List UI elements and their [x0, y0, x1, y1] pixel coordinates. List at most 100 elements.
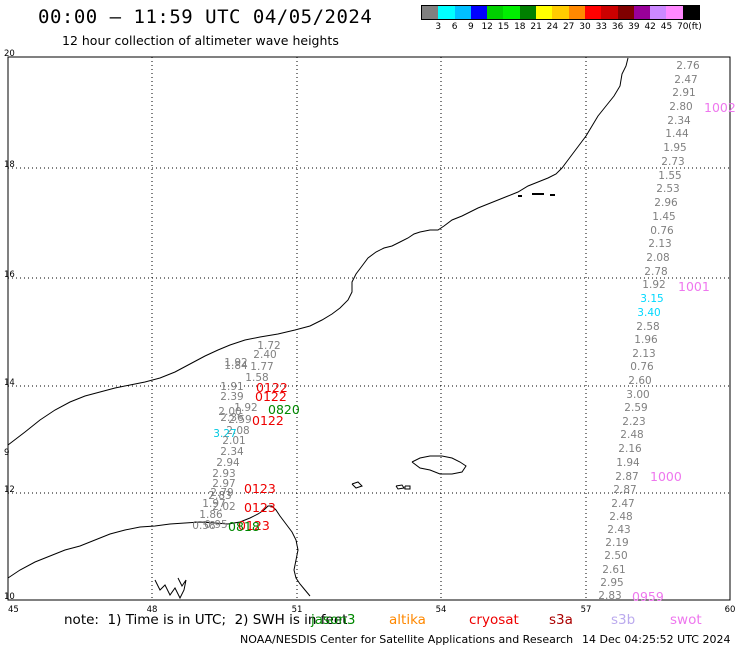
swh-track-east: 2.762.472.912.802.341.441.952.731.552.53… [598, 60, 700, 602]
color-scale-label: 30 [579, 22, 591, 32]
satellite-legend-item: jason3 [311, 612, 356, 628]
swh-value-label: 2.76 [676, 60, 700, 72]
island-small-2 [395, 484, 405, 490]
time-label: 0818 [228, 519, 260, 534]
color-scale-swatch [568, 6, 585, 19]
satellite-legend-item: altika [389, 612, 426, 628]
time-label: 0122 [256, 380, 288, 395]
color-scale-label: 45 [660, 22, 673, 32]
time-label: 0959 [632, 589, 664, 604]
latitude-label: 10 [4, 592, 15, 602]
swh-value-label: 1.91 [220, 381, 243, 393]
swh-value-label: 0.58 [192, 520, 215, 532]
color-scale-label: 9 [468, 22, 474, 32]
swh-value-label: 1.92 [234, 402, 257, 414]
color-scale-legend: 3 6 9 12 15 18 21 24 27 30 33 36 39 42 45 70 (ft) [421, 5, 702, 32]
swh-value-label: 2.47 [674, 74, 697, 86]
time-label: 1000 [650, 469, 682, 484]
satellite-legend-item: swot [670, 612, 702, 628]
swh-value-label: 1.92 [642, 279, 665, 291]
time-label: 0123 [238, 518, 270, 533]
island-small-3 [404, 485, 411, 490]
color-scale-swatch [470, 6, 488, 19]
swh-value-label: 2.73 [661, 156, 684, 168]
time-labels: 1002100110000959012201220820012201230123… [228, 100, 736, 604]
color-scale-label: 12 [481, 22, 493, 32]
time-label: 0122 [255, 389, 287, 404]
color-scale-label: 18 [514, 22, 526, 32]
swh-value-label: 3.00 [626, 389, 649, 401]
island-small-1 [351, 481, 363, 489]
color-scale-labels: 3 6 9 12 15 18 21 24 27 30 33 36 39 42 45 70 (ft) [421, 20, 701, 32]
swh-value-label: 2.58 [636, 321, 659, 333]
color-scale-label: 39 [628, 22, 640, 32]
swh-value-label: 2.78 [644, 266, 667, 278]
color-scale-label: 21 [530, 22, 542, 32]
coastline-southwest-hatch [154, 577, 187, 600]
color-scale-swatch [601, 6, 618, 19]
swh-value-label: 1.97 [202, 498, 225, 510]
swh-value-label: 2.40 [253, 349, 276, 361]
swh-value-label: 2.23 [622, 416, 645, 428]
swh-value-label: 2.01 [222, 435, 245, 447]
color-scale-swatch [552, 6, 569, 19]
time-label: 1001 [678, 279, 710, 294]
color-scale-label: 33 [595, 22, 608, 32]
swh-value-label: 2.47 [611, 498, 634, 510]
map-title: 00:00 – 11:59 UTC 04/05/2024 [38, 6, 373, 28]
swh-value-label: 2.83 [598, 590, 621, 602]
swh-value-label: 0.76 [650, 225, 674, 237]
swh-value-label: 2.97 [212, 478, 235, 490]
swh-value-label: 1.86 [199, 509, 223, 521]
swh-value-label: 1.94 [616, 457, 640, 469]
swh-value-label: 1.55 [658, 170, 681, 182]
island-large [411, 455, 467, 475]
coastline-south [7, 505, 311, 597]
swh-value-label: 2.59 [228, 414, 251, 426]
color-scale-label: 15 [497, 22, 510, 32]
swh-value-label: 3.15 [640, 293, 663, 305]
color-scale-swatch [519, 6, 537, 19]
longitude-label: 48 [147, 605, 158, 615]
color-scale-label: 42 [644, 22, 656, 32]
swh-value-label: 0.95 [204, 519, 227, 531]
color-scale-swatch [422, 6, 439, 19]
latitude-label: 18 [4, 160, 15, 170]
color-scale-label: 70 [677, 22, 689, 32]
longitude-label: 57 [581, 605, 592, 615]
swh-value-label: 2.13 [632, 348, 655, 360]
swh-value-label: 2.79 [210, 487, 233, 499]
color-scale-swatch [454, 6, 471, 19]
credit-line: NOAA/NESDIS Center for Satellite Applica… [240, 633, 574, 646]
footnote: note: 1) Time is in UTC; 2) SWH is in fe… [64, 612, 348, 628]
time-label: 1002 [704, 100, 736, 115]
swh-value-label: 2.34 [667, 115, 691, 127]
color-scale-swatch [682, 6, 700, 19]
swh-value-label: 2.87 [613, 484, 636, 496]
swh-value-label: 1.84 [224, 360, 248, 372]
swh-value-label: 2.91 [672, 87, 695, 99]
swh-value-label: 2.19 [605, 537, 628, 549]
swh-value-label: 1.45 [652, 211, 675, 223]
swh-value-label: 2.13 [648, 238, 671, 250]
color-scale-label: 6 [451, 22, 458, 32]
swh-value-label: 2.48 [620, 429, 643, 441]
swh-value-label: 2.95 [600, 577, 623, 589]
time-label: 0123 [244, 481, 276, 496]
longitude-label: 54 [436, 605, 447, 615]
latitude-label: 12 [4, 485, 15, 495]
swh-value-label: 1.92 [224, 357, 247, 369]
swh-value-label: 1.58 [245, 372, 268, 384]
color-scale-label: 24 [546, 22, 559, 32]
color-scale-bar [421, 5, 701, 20]
swh-value-label: 2.60 [628, 375, 651, 387]
swh-value-label: 3.40 [637, 307, 660, 319]
swh-value-label: 2.59 [624, 402, 647, 414]
swh-value-label: 2.48 [609, 511, 632, 523]
swh-value-label: 2.93 [212, 468, 235, 480]
color-scale-swatch [438, 6, 455, 19]
swh-value-label: 2.87 [615, 471, 638, 483]
color-scale-swatch [536, 6, 553, 19]
time-label: 0820 [268, 402, 300, 417]
coastline [7, 57, 629, 600]
